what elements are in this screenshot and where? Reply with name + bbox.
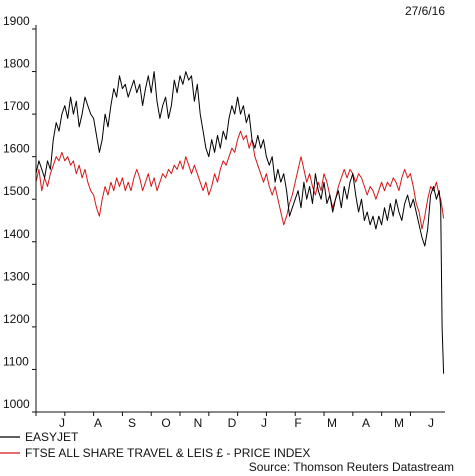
x-tick-label: O	[161, 416, 170, 430]
series-lines	[35, 71, 445, 374]
legend: EASYJET FTSE ALL SHARE TRAVEL & LEIS £ -…	[0, 430, 310, 460]
x-tick-label: D	[228, 416, 237, 430]
x-tick-label: F	[294, 416, 301, 430]
y-tick-label: 1200	[3, 312, 30, 326]
y-tick-label: 1300	[3, 269, 30, 283]
legend-easyjet-label: EASYJET	[25, 430, 79, 444]
chart-date-label: 27/6/16	[405, 4, 445, 18]
y-tick-label: 1000	[3, 397, 30, 411]
y-axis-ticks: 1000 1100 1200 1300 1400 1500 1600 1700 1800 1900	[3, 14, 36, 413]
x-tick-label: J	[428, 416, 434, 430]
x-tick-label: A	[94, 416, 102, 430]
easyjet-line	[35, 71, 445, 374]
ftse-travel-leisure-line	[35, 130, 445, 230]
x-tick-label: M	[327, 416, 337, 430]
x-tick-label: S	[128, 416, 136, 430]
y-tick-label: 1100	[3, 354, 29, 368]
y-tick-label: 1700	[3, 99, 30, 113]
x-tick-label: J	[59, 416, 65, 430]
x-tick-label: M	[394, 416, 404, 430]
legend-ftse-label: FTSE ALL SHARE TRAVEL & LEIS £ - PRICE I…	[25, 446, 310, 460]
source-label: Source: Thomson Reuters Datastream	[249, 460, 454, 474]
y-tick-label: 1500	[3, 184, 30, 198]
x-tick-label: J	[261, 416, 267, 430]
x-tick-label: N	[194, 416, 203, 430]
y-tick-label: 1600	[3, 142, 30, 156]
y-tick-label: 1900	[3, 14, 30, 28]
y-tick-label: 1400	[3, 227, 30, 241]
x-tick-label: A	[362, 416, 370, 430]
y-tick-label: 1800	[3, 57, 30, 71]
